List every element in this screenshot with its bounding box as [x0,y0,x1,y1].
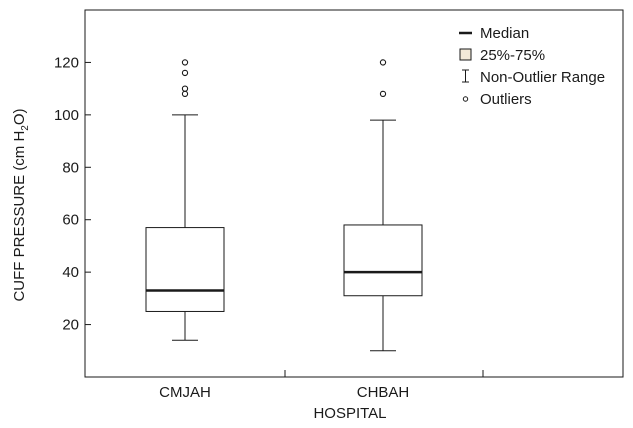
legend-box-swatch [459,48,472,61]
legend-item-range: Non-Outlier Range [462,69,605,86]
plot-border [84,9,624,378]
legend-item-median: Median [459,25,529,42]
y-axis-label-tail: O) [11,108,28,125]
outlier-point [181,59,189,66]
outlier-point [181,85,189,92]
x-axis-label: HOSPITAL [313,405,386,422]
iqr-box [145,227,225,312]
legend-outlier-swatch [462,96,469,102]
box-chbah [343,59,423,352]
y-axis-label: CUFF PRESSURE (cm H2O) [11,108,31,301]
legend-label: Non-Outlier Range [480,69,605,86]
box-cmjah [145,59,225,341]
legend-item-outlier: Outliers [462,91,532,108]
y-axis-label-main: CUFF PRESSURE (cm H [11,131,28,302]
outlier-point [181,69,189,77]
legend-label: 25%-75% [480,47,545,64]
outlier-point [379,59,387,66]
outlier-point [379,90,387,98]
legend: Median 25%-75% Non-Outlier Range Outliers [459,25,605,108]
plot-frame [84,9,624,378]
x-tick-label: CMJAH [159,384,211,401]
y-axis-label-subscript: 2 [20,125,31,131]
y-tick-label: 120 [54,54,79,71]
y-tick-label: 20 [62,317,79,334]
legend-item-box: 25%-75% [459,47,545,64]
y-tick-label: 60 [62,212,79,229]
legend-label: Outliers [480,91,532,108]
box-series [145,59,423,352]
iqr-box [343,224,423,297]
x-axis: CMJAH CHBAH [159,370,484,401]
x-tick-label: CHBAH [357,384,410,401]
legend-label: Median [480,25,529,42]
outlier-point [181,90,189,98]
y-axis: 20 40 60 80 100 120 [54,54,91,334]
y-tick-label: 40 [62,264,79,281]
y-tick-label: 80 [62,159,79,176]
y-tick-label: 100 [54,107,79,124]
